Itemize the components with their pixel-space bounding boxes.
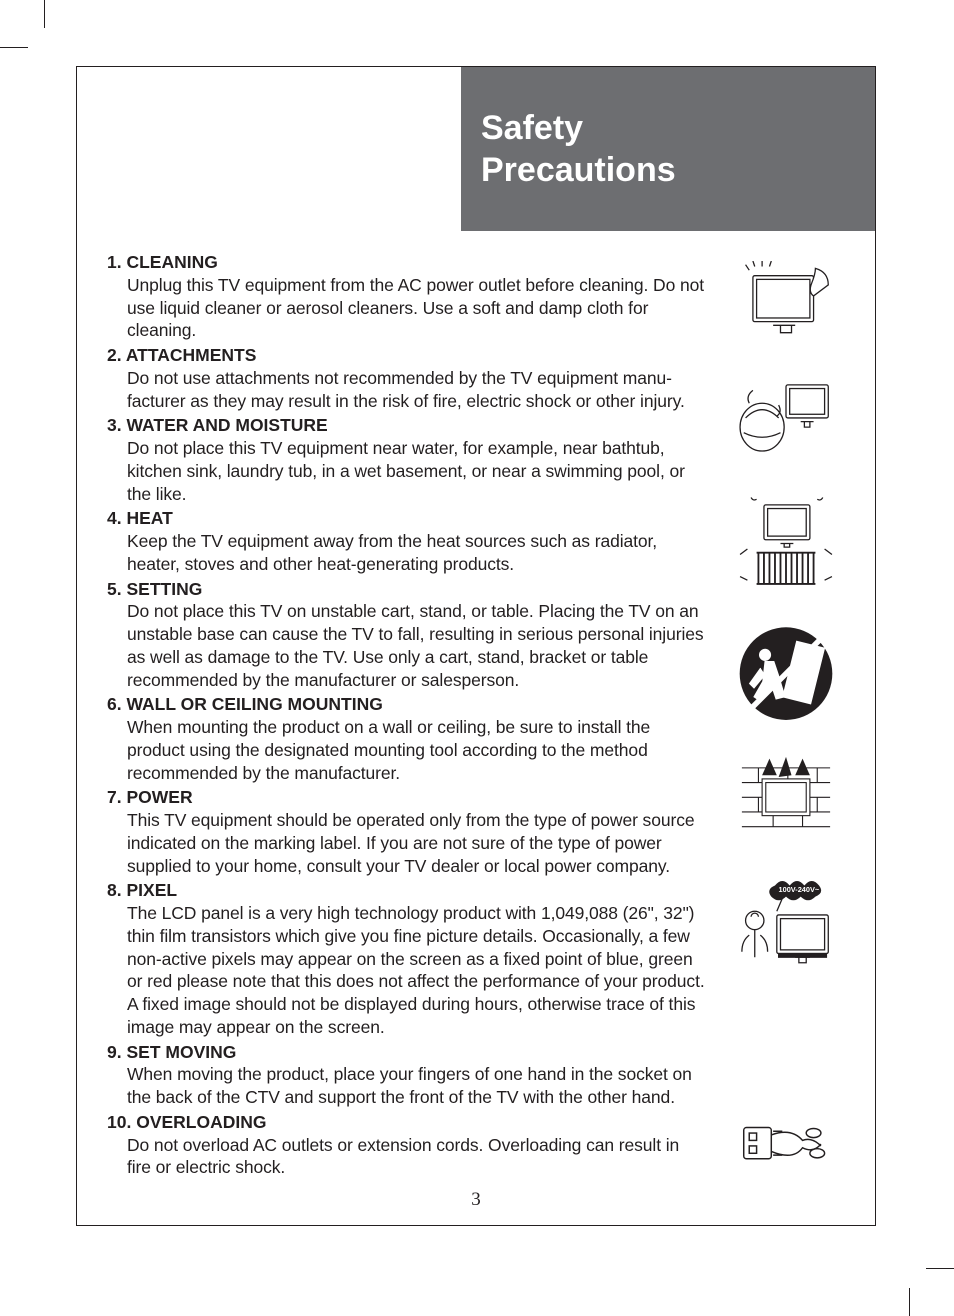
item-head: WATER AND MOISTURE (126, 415, 327, 435)
item-head: OVERLOADING (136, 1112, 266, 1132)
title-bar: Safety Precautions (461, 67, 875, 231)
item-head: CLEANING (126, 252, 217, 272)
item-body: The LCD panel is a very high technology … (107, 902, 705, 1039)
tipping-hazard-icon (732, 624, 840, 723)
page-frame: Safety Precautions 1. CLEANING Unplug th… (76, 66, 876, 1226)
item-head: SETTING (126, 579, 202, 599)
item-body: Unplug this TV equipment from the AC pow… (107, 274, 705, 342)
item-pixel: 8. PIXEL The LCD panel is a very high te… (107, 879, 705, 1038)
page-number: 3 (77, 1189, 875, 1211)
power-voltage-icon: 100V-240V~ (732, 869, 840, 968)
content-area: 1. CLEANING Unplug this TV equipment fro… (107, 251, 845, 1175)
title-line-2: Precautions (481, 149, 875, 192)
item-head: SET MOVING (126, 1042, 236, 1062)
item-num: 2. (107, 345, 122, 365)
item-num: 5. (107, 579, 122, 599)
item-power: 7. POWER This TV equipment should be ope… (107, 786, 705, 877)
crop-mark-top-left (0, 0, 90, 60)
item-heat: 4. HEAT Keep the TV equipment away from … (107, 507, 705, 575)
item-cleaning: 1. CLEANING Unplug this TV equipment fro… (107, 251, 705, 342)
wall-mount-icon (732, 755, 840, 838)
heat-icon (732, 492, 840, 591)
power-label: 100V-240V~ (779, 885, 820, 894)
item-head: HEAT (126, 508, 172, 528)
icon-column: 100V-240V~ (727, 251, 845, 1175)
item-num: 6. (107, 694, 122, 714)
item-body: Do not overload AC outlets or extension … (107, 1134, 705, 1180)
text-column: 1. CLEANING Unplug this TV equipment fro… (107, 251, 705, 1175)
item-body: Do not place this TV equipment near wate… (107, 437, 705, 505)
item-attachments: 2. ATTACHMENTS Do not use attachments no… (107, 344, 705, 412)
item-head: PIXEL (126, 880, 177, 900)
cleaning-icon (732, 261, 840, 340)
item-setting: 5. SETTING Do not place this TV on unsta… (107, 578, 705, 692)
item-body: When mounting the product on a wall or c… (107, 716, 705, 784)
item-moving: 9. SET MOVING When moving the product, p… (107, 1041, 705, 1109)
item-overloading: 10. OVERLOADING Do not overload AC outle… (107, 1111, 705, 1179)
item-body: Keep the TV equipment away from the heat… (107, 530, 705, 576)
item-mounting: 6. WALL OR CEILING MOUNTING When mountin… (107, 693, 705, 784)
item-head: ATTACHMENTS (126, 345, 257, 365)
item-num: 3. (107, 415, 122, 435)
item-num: 9. (107, 1042, 122, 1062)
item-num: 8. (107, 880, 122, 900)
item-head: WALL OR CEILING MOUNTING (126, 694, 382, 714)
title-line-1: Safety (481, 107, 875, 150)
item-num: 4. (107, 508, 122, 528)
item-num: 7. (107, 787, 122, 807)
crop-mark-bottom-right (864, 1256, 954, 1316)
item-body: Do not use attachments not recommended b… (107, 367, 705, 413)
item-num: 1. (107, 252, 122, 272)
water-moisture-icon (732, 372, 840, 460)
item-body: Do not place this TV on unstable cart, s… (107, 600, 705, 691)
item-num: 10. (107, 1112, 131, 1132)
item-body: When moving the product, place your fing… (107, 1063, 705, 1109)
item-head: POWER (126, 787, 192, 807)
item-body: This TV equipment should be operated onl… (107, 809, 705, 877)
item-water: 3. WATER AND MOISTURE Do not place this … (107, 414, 705, 505)
overloading-icon (732, 1111, 840, 1175)
